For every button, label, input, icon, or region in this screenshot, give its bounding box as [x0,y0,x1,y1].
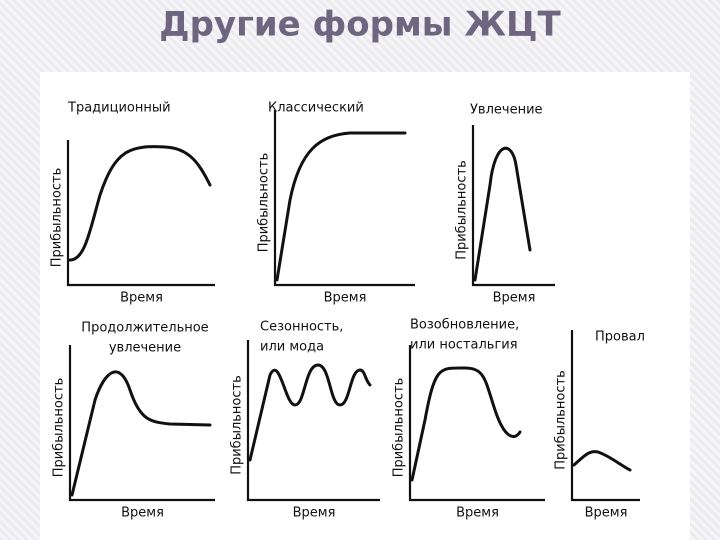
curves [68,131,632,497]
x-axis-label: Время [585,506,628,521]
axes [408,345,545,502]
x-axis-label: Время [121,506,164,521]
panel-title: Традиционный [67,101,171,116]
y-axis-label: Прибыльность [52,378,67,478]
curve [572,450,632,472]
panel-title: или мода [260,340,324,355]
x-axis-label: Время [324,291,367,306]
axes [570,330,640,502]
curve [70,370,212,497]
axes [68,345,215,502]
curve [473,146,532,282]
x-axis-label: Время [456,506,499,521]
panel-title: или ностальгия [410,338,518,353]
x-axis-label: Время [493,291,536,306]
y-axis-label: Прибыльность [230,375,245,475]
axes [273,110,415,287]
panel-title: Увлечение [470,103,543,118]
curve [68,145,212,262]
axes [66,140,215,287]
x-axis-label: Время [293,506,336,521]
y-axis-label: Прибыльность [455,160,470,260]
panel-title: Возобновление, [410,318,519,333]
panel-title: увлечение [109,341,181,356]
panel-title: Провал [595,330,645,345]
content-panel [40,72,690,540]
panel-title: Сезонность, [260,320,343,335]
curve [248,363,372,462]
panel-title: Продолжительное [81,321,208,336]
y-axis-label: Прибыльность [257,153,272,253]
y-axis-label: Прибыльность [50,168,65,268]
axes [246,340,380,502]
axes [471,125,555,287]
curve [275,131,407,282]
x-axis-label: Время [120,291,163,306]
panel-title: Классический [268,101,364,116]
curve [410,366,522,482]
y-axis-label: Прибыльность [554,370,569,470]
slide-title: Другие формы ЖЦТ [159,5,561,45]
y-axis-label: Прибыльность [392,378,407,478]
